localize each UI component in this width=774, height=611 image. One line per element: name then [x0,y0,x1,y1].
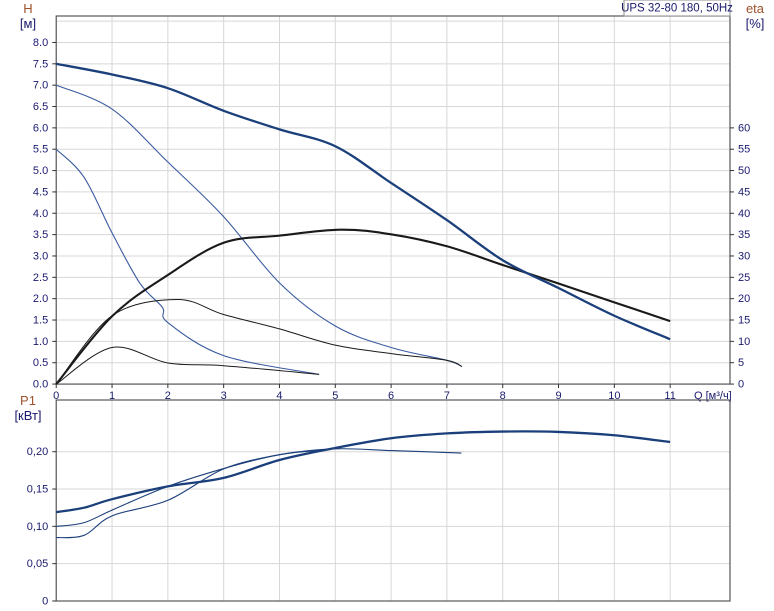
svg-text:5.0: 5.0 [33,165,48,177]
svg-text:2.5: 2.5 [33,272,48,284]
svg-text:3.0: 3.0 [33,250,48,262]
svg-text:1.0: 1.0 [33,336,48,348]
svg-text:eta: eta [746,1,765,16]
svg-text:5: 5 [738,357,744,369]
svg-text:50: 50 [738,165,750,177]
svg-text:0.0: 0.0 [33,379,48,391]
svg-text:30: 30 [738,250,750,262]
svg-text:[%]: [%] [746,16,765,31]
svg-text:[м]: [м] [20,16,36,31]
svg-text:1.5: 1.5 [33,315,48,327]
svg-text:[кВт]: [кВт] [14,408,41,423]
svg-text:0,10: 0,10 [27,521,48,533]
svg-text:0: 0 [738,379,744,391]
svg-text:5.5: 5.5 [33,144,48,156]
svg-text:55: 55 [738,144,750,156]
svg-text:0: 0 [42,596,48,608]
svg-text:UPS 32-80 180, 50Hz: UPS 32-80 180, 50Hz [621,3,733,15]
svg-text:6.0: 6.0 [33,122,48,134]
svg-text:60: 60 [738,122,750,134]
svg-text:0,15: 0,15 [27,484,48,496]
svg-text:45: 45 [738,186,750,198]
svg-text:7.5: 7.5 [33,58,48,70]
svg-text:0,20: 0,20 [27,446,48,458]
svg-text:4.5: 4.5 [33,186,48,198]
svg-text:20: 20 [738,293,750,305]
svg-text:6.5: 6.5 [33,101,48,113]
svg-text:2.0: 2.0 [33,293,48,305]
svg-text:7.0: 7.0 [33,80,48,92]
svg-text:15: 15 [738,315,750,327]
svg-text:0.5: 0.5 [33,357,48,369]
svg-text:H: H [23,1,32,16]
svg-text:4.0: 4.0 [33,208,48,220]
svg-text:25: 25 [738,272,750,284]
svg-text:P1: P1 [20,393,36,408]
svg-text:35: 35 [738,229,750,241]
svg-text:3.5: 3.5 [33,229,48,241]
svg-text:8.0: 8.0 [33,37,48,49]
svg-text:10: 10 [738,336,750,348]
svg-text:40: 40 [738,208,750,220]
svg-text:0,05: 0,05 [27,558,48,570]
